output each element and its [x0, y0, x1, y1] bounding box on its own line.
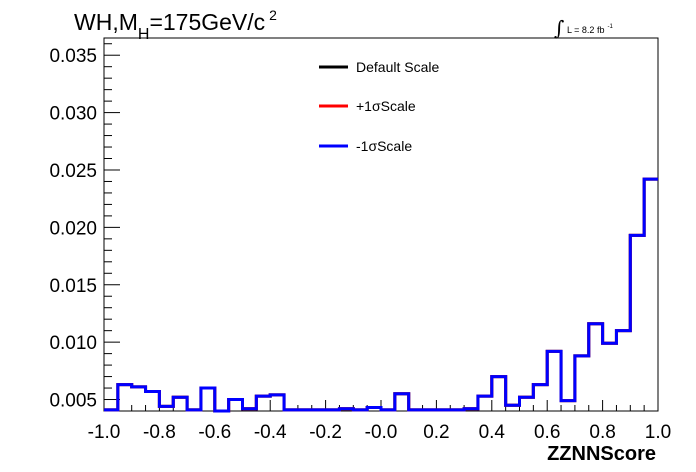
- title-superscript: 2: [269, 7, 277, 23]
- x-tick-label: 0.2: [423, 422, 449, 443]
- x-tick-label: -0.2: [309, 422, 342, 443]
- lumi-superscript: -1: [607, 24, 613, 30]
- y-tick-label: 0.020: [49, 218, 97, 239]
- chart-title: WH,MH=175GeV/c 2: [74, 7, 277, 43]
- series-lines: [104, 177, 658, 413]
- svg-text:WH,MH=175GeV/c2: WH,MH=175GeV/c 2: [74, 7, 277, 43]
- x-tick-label: 0.8: [589, 422, 615, 443]
- legend: Default Scale +1σScale -1σScale: [319, 59, 439, 154]
- y-tick-label: 0.015: [49, 276, 97, 297]
- x-tick-label: -1.0: [88, 422, 121, 443]
- title-main: WH,M: [74, 9, 138, 35]
- integral-sign: ∫: [554, 16, 564, 40]
- x-tick-label: -0.6: [198, 422, 231, 443]
- title-subscript: H: [138, 26, 150, 43]
- y-tick-label: 0.035: [49, 46, 97, 67]
- x-tick-label: -0.8: [143, 422, 176, 443]
- x-axis-title: ZZNNScore: [547, 443, 656, 465]
- y-tick-label: 0.030: [49, 104, 97, 125]
- x-tick-label: -0.4: [254, 422, 287, 443]
- legend-label-plus1sigma: +1σScale: [356, 98, 416, 114]
- luminosity-label: ∫ L = 8.2 fb -1: [554, 16, 613, 40]
- y-tick-label: 0.025: [49, 161, 97, 182]
- y-tick-label: 0.010: [49, 333, 97, 354]
- axes: -1.0 -0.8 -0.6 -0.4 -0.2 -0.0 0.2 0.4 0.6 0.8 1.0 0…: [49, 43, 671, 443]
- series-line-2: [104, 177, 658, 413]
- legend-label-minus1sigma: -1σScale: [356, 138, 412, 154]
- y-tick-label: 0.005: [49, 391, 97, 412]
- x-tick-label: 1.0: [645, 422, 671, 443]
- svg-text:L = 8.2 fb-1: L = 8.2 fb -1: [567, 24, 613, 35]
- x-tick-label: -0.0: [365, 422, 398, 443]
- x-tick-label: 0.4: [479, 422, 506, 443]
- x-tick-label: 0.6: [534, 422, 560, 443]
- legend-label-default: Default Scale: [356, 59, 439, 75]
- title-rest: =175GeV/c: [149, 9, 265, 35]
- lumi-text: L = 8.2 fb: [567, 25, 604, 35]
